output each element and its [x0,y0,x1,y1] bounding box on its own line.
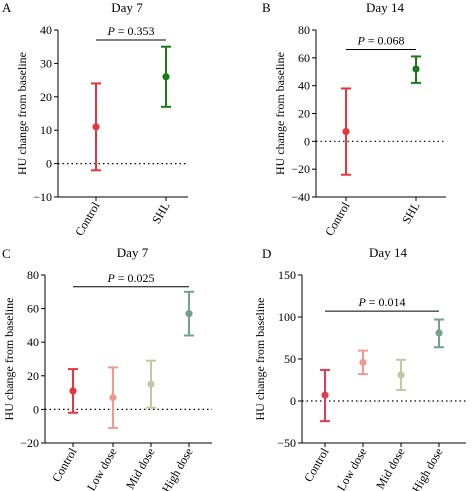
y-tick-label: 0 [33,402,39,416]
y-axis-label: HU change from baseline [15,52,29,175]
p-value-label: P = 0.068 [356,33,404,47]
x-tick-label: Low dose [84,446,120,491]
panel-d: D Day 14 −50 0 50 100 150 HU change from baseli… [253,245,466,491]
x-tick-label: Mid dose [373,446,408,491]
p-value-label: P = 0.353 [106,24,154,38]
data-point [185,310,193,318]
y-tick-label: 80 [27,268,39,282]
data-point [435,329,443,337]
data-point [109,394,117,402]
y-tick-label: 0 [290,394,296,408]
y-axis-label: HU change from baseline [253,298,267,421]
y-tick-label: 100 [278,310,296,324]
panel-b: B Day 14 −40 −20 0 20 40 60 80 HU change from bas… [262,0,446,238]
panel-letter: A [2,0,12,15]
chart-title: Day 14 [366,0,404,15]
y-tick-label: 20 [298,107,310,121]
y-tick-label: 10 [40,123,52,137]
y-tick-label: −20 [20,436,39,450]
panel-letter: D [262,246,271,261]
y-tick-label: −40 [291,190,310,204]
y-tick-label: 40 [27,335,39,349]
y-tick-label: 0 [46,157,52,171]
data-point [342,127,350,136]
y-tick-label: 80 [298,23,310,37]
x-tick-label: Low dose [334,446,370,491]
x-tick-label: Control [72,199,103,238]
x-tick-label: SHL [149,200,172,227]
data-point [359,358,367,366]
y-tick-label: −50 [277,436,296,450]
data-point [321,391,329,399]
y-tick-label: 60 [27,302,39,316]
y-tick-label: 40 [40,23,52,37]
x-tick-label: High dose [159,446,196,491]
y-tick-label: 20 [40,90,52,104]
y-tick-label: −20 [291,162,310,176]
panel-letter: B [262,0,271,15]
y-axis-label: HU change from baseline [273,52,287,175]
data-point [397,371,405,379]
y-tick-label: 150 [278,268,296,282]
p-value-label: P = 0.014 [357,295,405,309]
y-tick-label: 30 [40,56,52,70]
x-tick-label: High dose [409,446,446,491]
chart-title: Day 7 [111,0,143,15]
x-tick-label: Control [301,445,332,484]
data-point [412,65,420,73]
p-value-label: P = 0.025 [106,271,154,285]
y-tick-label: 0 [304,134,310,148]
panel-c: C Day 7 −20 0 20 40 60 80 HU change from baselin… [2,245,212,491]
x-tick-label: SHL [399,200,422,227]
y-tick-label: 60 [298,51,310,65]
y-tick-label: 40 [298,79,310,93]
data-point [69,387,77,395]
x-tick-label: Control [322,199,353,238]
x-tick-label: Control [49,445,80,484]
y-tick-label: 50 [284,352,296,366]
data-point [92,123,100,131]
chart-title: Day 14 [369,245,407,260]
data-point [162,73,170,81]
y-tick-label: 20 [27,369,39,383]
y-tick-label: −10 [33,190,52,204]
y-axis-label: HU change from baseline [2,298,16,421]
panel-letter: C [2,246,11,261]
data-point [147,380,155,388]
x-tick-label: Mid dose [123,446,158,491]
chart-title: Day 7 [117,245,149,260]
panel-a: A Day 7 −10 0 10 20 30 40 HU change from baselin… [2,0,188,238]
